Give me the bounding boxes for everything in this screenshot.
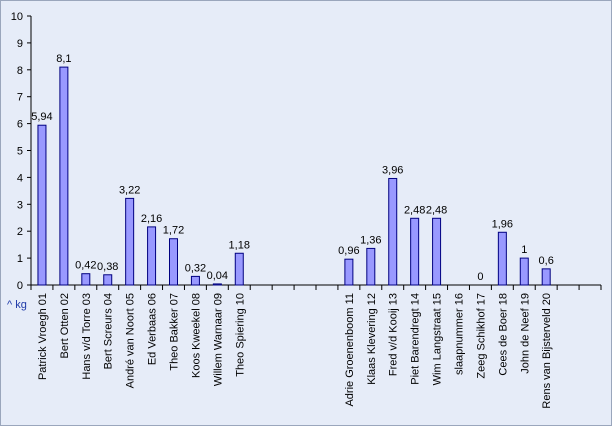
x-tick-label: Theo Bakker 07 xyxy=(169,293,181,371)
x-tick-label: Patrick Vroegh 01 xyxy=(37,293,49,380)
x-tick-label: Zeeg Schikhof 17 xyxy=(475,293,487,379)
bar xyxy=(497,231,507,286)
x-tick-label: Rens van Bijsterveld 20 xyxy=(541,293,553,409)
data-label: 8,1 xyxy=(56,53,71,65)
unit-label: ^ kg xyxy=(7,299,27,311)
data-label: 3,22 xyxy=(119,184,140,196)
x-tick-labels: Patrick Vroegh 01 Bert Otten 02 Hans v/d T… xyxy=(37,293,553,409)
y-tick-label: 7 xyxy=(17,92,23,104)
data-label: 0,04 xyxy=(207,270,228,282)
bars xyxy=(37,66,551,286)
x-tick-label: Hans v/d Torre 03 xyxy=(81,293,93,380)
data-label: 2,48 xyxy=(404,204,425,216)
y-tick-label: 8 xyxy=(17,65,23,77)
data-label: 1 xyxy=(521,244,527,256)
x-tick-label: Willem Warnaar 09 xyxy=(212,293,224,386)
x-tick-label: Theo Spiering 10 xyxy=(234,293,246,377)
y-tick-label: 9 xyxy=(17,38,23,50)
bar xyxy=(190,275,200,286)
data-label: 5,94 xyxy=(31,111,52,123)
x-tick-label: Klaas Klevering 12 xyxy=(366,293,378,385)
y-tick-label: 4 xyxy=(17,172,23,184)
x-tick-label: Fred v/d Kooij 13 xyxy=(388,293,400,376)
data-label: 1,18 xyxy=(229,239,250,251)
bar xyxy=(519,257,529,286)
bar xyxy=(169,238,178,286)
data-label: 0,32 xyxy=(185,262,206,274)
data-label: 1,96 xyxy=(492,218,513,230)
axes xyxy=(27,15,602,290)
data-labels: 5,94 8,1 0,42 0,38 3,22 2,161,72 0,320,04 1,18 0… xyxy=(31,53,554,283)
y-tick-label: 2 xyxy=(17,226,23,238)
data-label: 2,16 xyxy=(141,213,162,225)
x-tick-label: Adrie Groenenboom 11 xyxy=(344,293,356,407)
bar xyxy=(344,258,354,286)
data-label: 1,72 xyxy=(163,225,184,237)
data-label: 0,38 xyxy=(97,261,118,273)
y-tick-labels: 0 1 2 3 4 5 6 7 8 9 10 xyxy=(11,11,23,292)
data-label: 0,42 xyxy=(75,260,96,272)
x-tick-label: Bert Otten 02 xyxy=(59,293,71,358)
x-tick-label: slaapnummer 16 xyxy=(454,293,466,375)
x-tick-label: Ed Verbaas 06 xyxy=(147,293,159,365)
bar xyxy=(81,273,91,286)
bar xyxy=(388,177,398,286)
bar xyxy=(147,226,157,286)
x-tick-label: Koos Kweekel 08 xyxy=(190,293,202,378)
data-label: 0,96 xyxy=(338,245,359,257)
x-tick-label: Wim Langstraat 15 xyxy=(432,293,444,385)
y-tick-label: 3 xyxy=(17,199,23,211)
x-tick-label: John de Neef 19 xyxy=(519,293,531,374)
bar xyxy=(541,268,551,286)
bar xyxy=(410,217,420,286)
y-tick-label: 10 xyxy=(11,11,23,23)
bar xyxy=(212,283,222,286)
x-tick-label: André van Noort 05 xyxy=(125,293,137,388)
data-label: 2,48 xyxy=(426,204,447,216)
bar xyxy=(234,252,244,286)
y-tick-label: 0 xyxy=(17,280,23,292)
bar xyxy=(125,197,135,286)
data-label: 1,36 xyxy=(360,234,381,246)
bar xyxy=(103,274,113,286)
bar xyxy=(59,66,69,286)
x-tick-label: Bert Screurs 04 xyxy=(103,293,115,369)
y-tick-label: 6 xyxy=(17,119,23,131)
bar xyxy=(37,124,47,286)
x-tick-label: Cees de Boer 18 xyxy=(497,293,509,376)
bar xyxy=(432,217,442,286)
x-tick-label: Piet Barendregt 14 xyxy=(410,293,422,385)
bar xyxy=(366,247,376,286)
y-tick-label: 5 xyxy=(17,146,23,158)
data-label: 0,6 xyxy=(539,255,554,267)
y-tick-label: 1 xyxy=(17,253,23,265)
data-label: 0 xyxy=(477,271,483,283)
data-label: 3,96 xyxy=(382,164,403,176)
